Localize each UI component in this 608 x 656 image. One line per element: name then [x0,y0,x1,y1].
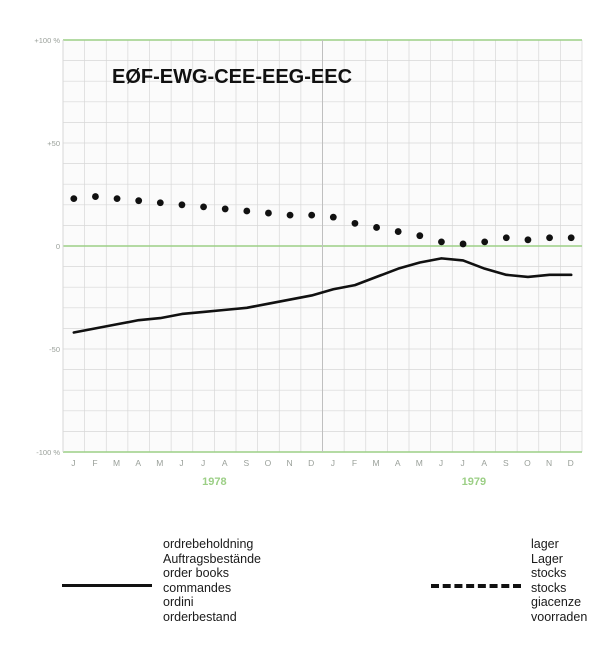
x-tick-label: M [156,458,164,468]
stocks-point [286,211,294,219]
stocks-point [546,234,553,242]
order-books-line [72,257,573,334]
x-tick-label: A [395,458,402,468]
legend-label: lager [531,537,559,551]
stocks-point [178,201,186,209]
y-tick-labels: +100 % +50 0 -50 -100 % [34,36,60,457]
legend-label: order books [163,566,230,580]
legend-label: giacenze [531,595,582,609]
x-tick-label: J [179,458,184,468]
stocks-point [329,213,337,221]
x-tick-label: J [201,458,206,468]
stocks-point [394,228,402,235]
x-tick-label: S [243,458,250,468]
y-tick-label: +50 [47,139,60,148]
x-tick-label: A [222,458,229,468]
stocks-point [221,205,229,213]
legend-swatch-solid-line [62,584,152,587]
x-tick-label: N [286,458,293,468]
stocks-point [200,203,207,211]
y-tick-label: -50 [49,345,60,354]
stocks-point [243,207,251,215]
x-tick-label: F [92,458,98,468]
stocks-point [92,193,99,200]
stocks-point [524,236,532,244]
stocks-point [373,224,380,231]
year-label: 1978 [202,476,226,488]
x-tick-label: J [439,458,444,468]
x-tick-label: M [373,458,381,468]
stocks-point [265,209,272,217]
legend-label: voorraden [531,609,588,624]
x-tick-label: D [308,458,315,468]
chart-title: EØF-EWG-CEE-EEG-EEC [112,66,352,88]
stocks-point [351,219,359,227]
x-tick-labels: J F M A M J J A S O N D J F M A M J J A S O N D 1978 1979 [71,458,575,488]
legend-label: commandes [163,580,232,595]
stocks-point [156,199,164,207]
series [70,193,575,334]
axes [62,39,582,453]
x-tick-label: J [460,458,465,468]
x-tick-label: M [416,458,424,468]
stocks-point [308,211,316,219]
x-tick-label: M [113,458,121,468]
chart: +100 % +50 0 -50 -100 % J F M A M J J A S O N D J F M A M J J A… [34,36,583,488]
year-label: 1979 [462,476,486,488]
x-tick-label: N [546,458,553,468]
legend-stocks: lager Lager stocks stocks giacenze voorr… [531,537,587,624]
x-tick-label: J [71,458,76,468]
stocks-point [113,195,121,203]
y-tick-label: +100 % [34,36,60,45]
x-tick-label: O [265,458,273,468]
stocks-point [416,232,424,240]
stocks-point [481,238,489,246]
stocks-point [567,234,575,242]
stocks-point [438,238,445,246]
legend-label: Lager [531,551,563,566]
legend-label: ordini [163,595,194,609]
x-tick-label: A [135,458,142,468]
x-tick-label: O [524,458,532,468]
legend-label: Auftragsbestände [163,551,261,566]
y-tick-label: -100 % [36,448,60,457]
x-tick-label: J [331,458,336,468]
legend-label: stocks [531,580,567,595]
stocks-point [135,197,143,205]
x-tick-label: F [352,458,358,468]
stocks-point [502,234,510,242]
legend-order-books: ordrebeholdning Auftragsbestände order b… [163,537,261,624]
legend-label: orderbestand [163,609,237,624]
x-tick-label: S [503,458,510,468]
legend-label: ordrebeholdning [163,537,254,551]
x-tick-label: A [481,458,488,468]
x-tick-label: D [568,458,575,468]
legend-label: stocks [531,566,567,580]
legend-swatch-dotted-line [431,584,521,588]
stocks-point [459,240,467,248]
stocks-point [70,195,78,203]
y-tick-label: 0 [56,242,60,251]
